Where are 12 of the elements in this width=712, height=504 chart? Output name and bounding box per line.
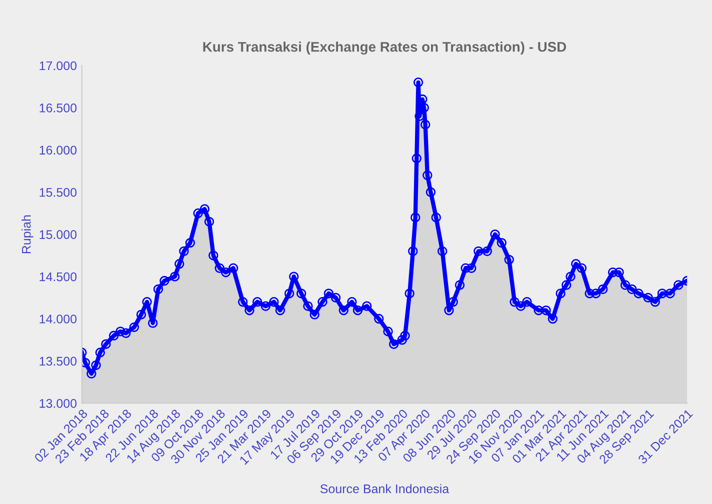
x-axis-title: Source Bank Indonesia	[320, 484, 450, 494]
y-tick-label: 17.000	[40, 61, 77, 70]
y-tick-label: 13.500	[40, 356, 77, 366]
chart-title: Kurs Transaksi (Exchange Rates on Transaction) - USD	[203, 42, 566, 55]
y-tick-label: 13.000	[40, 399, 77, 408]
y-axis-title: Rupiah	[22, 215, 34, 254]
y-tick-label: 16.000	[40, 146, 77, 155]
y-tick-label: 14.500	[40, 272, 77, 282]
y-tick-label: 16.500	[40, 104, 77, 112]
y-tick-label: 14.000	[40, 314, 77, 324]
y-tick-label: 15.000	[40, 230, 77, 240]
y-tick-label: 15.500	[40, 188, 77, 197]
